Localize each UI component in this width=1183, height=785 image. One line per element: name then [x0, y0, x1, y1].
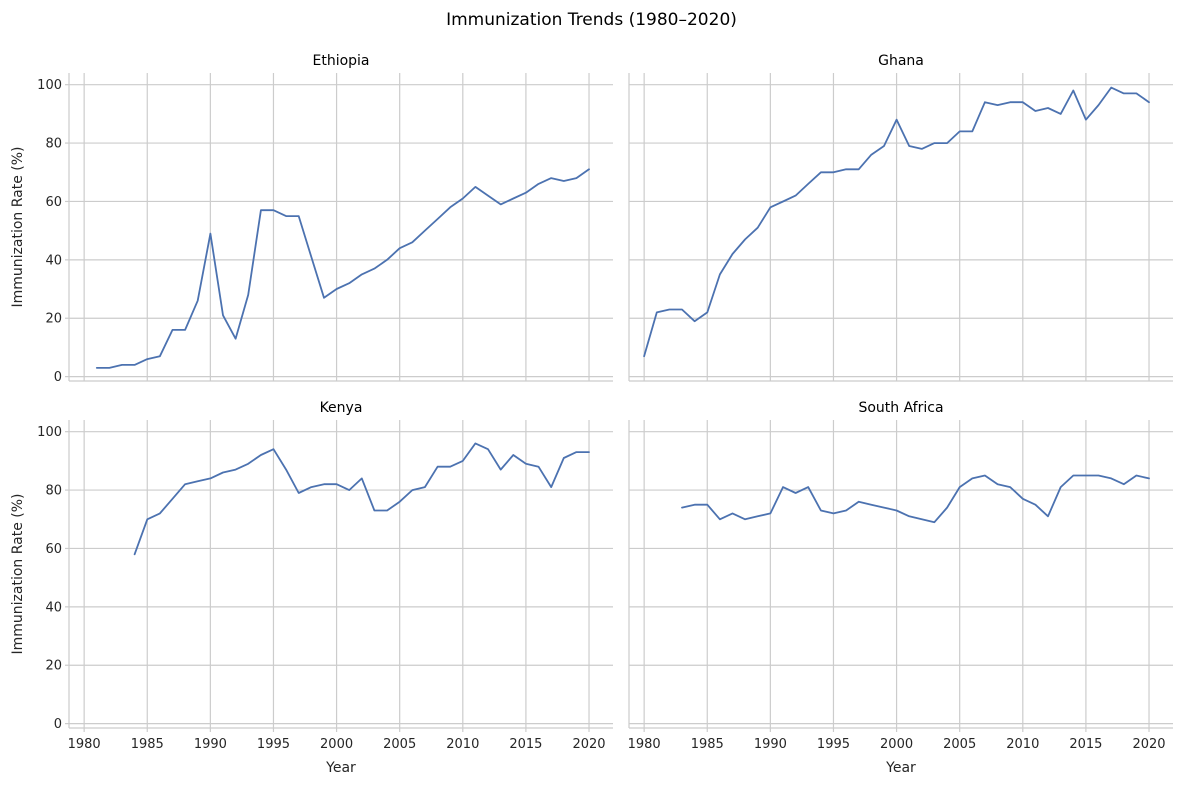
panel-ethiopia: Ethiopia 0 20 40 60 80 100 Immunization Rate (%…	[10, 53, 613, 385]
x-tick-label: 2020	[1132, 737, 1165, 752]
x-tick-label: 2015	[1069, 737, 1102, 752]
x-tick-label: 1985	[691, 737, 724, 752]
facet-grid: Ethiopia 0 20 40 60 80 100 Immunization Rate (%…	[10, 53, 1173, 776]
x-tick-label: 2015	[509, 737, 542, 752]
x-tick-label: 1995	[817, 737, 850, 752]
panel-ghana: Ghana	[628, 53, 1173, 382]
y-tick-label: 0	[54, 717, 62, 732]
series-line-ethiopia	[95, 168, 590, 369]
x-tick-label: 2010	[1006, 737, 1039, 752]
panel-title-ethiopia: Ethiopia	[312, 53, 369, 69]
y-tick-label: 60	[45, 542, 62, 557]
x-tick-label: 2005	[943, 737, 976, 752]
y-tick-label: 80	[45, 137, 62, 152]
y-tick-label: 100	[37, 78, 62, 93]
x-tick-label: 2000	[320, 737, 353, 752]
x-tick-label: 1985	[131, 737, 164, 752]
y-axis-label: Immunization Rate (%)	[10, 493, 26, 654]
y-tick-label: 20	[45, 312, 62, 327]
x-tick-label: 1980	[68, 737, 101, 752]
x-tick-label: 2005	[383, 737, 416, 752]
y-axis-label: Immunization Rate (%)	[10, 146, 26, 307]
y-tick-label: 20	[45, 659, 62, 674]
panel-south-africa: South Africa 1980 1985 1990 1995 2000 2005 2010…	[628, 400, 1173, 776]
y-tick-label: 100	[37, 425, 62, 440]
x-axis-label: Year	[325, 760, 356, 776]
x-tick-label: 2020	[572, 737, 605, 752]
series-line-ghana	[643, 86, 1150, 358]
y-tick-label: 40	[45, 600, 62, 615]
x-tick-label: 2000	[880, 737, 913, 752]
y-tick-label: 0	[54, 370, 62, 385]
series-line-kenya	[133, 442, 590, 556]
panel-title-ghana: Ghana	[878, 53, 924, 69]
panel-kenya: Kenya 0 20 40 60 80 100 Immunization Rate (%) 19…	[10, 400, 613, 776]
x-tick-label: 1980	[628, 737, 661, 752]
x-tick-label: 1990	[754, 737, 787, 752]
panel-title-south-africa: South Africa	[858, 400, 943, 416]
x-tick-label: 1990	[194, 737, 227, 752]
x-tick-label: 2010	[446, 737, 479, 752]
series-line-south-africa	[681, 474, 1150, 524]
x-tick-label: 1995	[257, 737, 290, 752]
x-axis-label: Year	[885, 760, 916, 776]
chart-title: Immunization Trends (1980–2020)	[446, 10, 737, 30]
panel-title-kenya: Kenya	[320, 400, 363, 416]
y-tick-label: 40	[45, 253, 62, 268]
y-tick-label: 60	[45, 195, 62, 210]
y-tick-label: 80	[45, 484, 62, 499]
